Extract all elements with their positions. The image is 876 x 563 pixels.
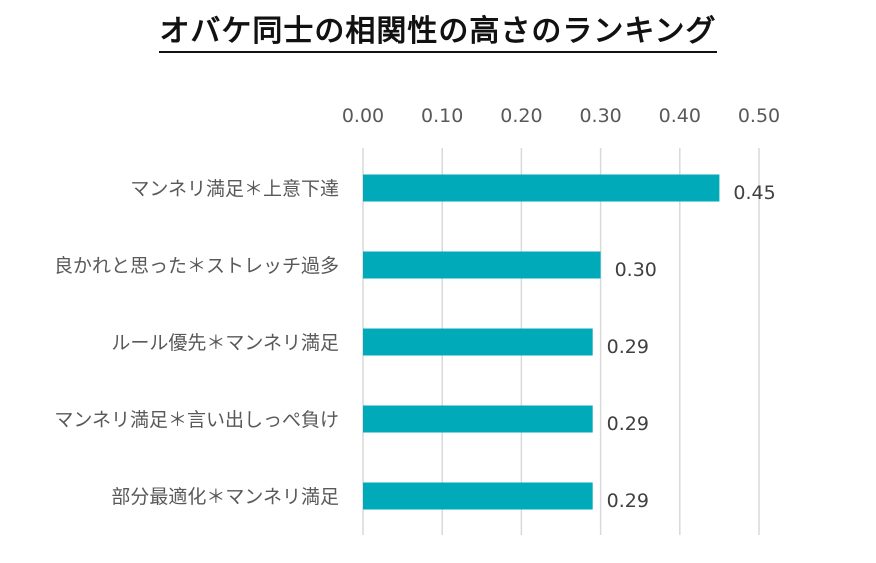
- category-label: マンネリ満足＊言い出しっぺ負け: [54, 409, 339, 431]
- bar: [363, 405, 593, 433]
- x-tick-label: 0.50: [738, 105, 780, 127]
- chart-title-text: オバケ同士の相関性の高さのランキング: [159, 14, 717, 53]
- data-label: 0.30: [615, 259, 657, 281]
- category-label: 良かれと思った＊ストレッチ過多: [54, 255, 339, 277]
- data-label: 0.29: [607, 336, 649, 358]
- x-tick-label: 0.10: [421, 105, 463, 127]
- data-label: 0.45: [733, 182, 775, 204]
- x-tick-label: 0.20: [500, 105, 542, 127]
- category-label: 部分最適化＊マンネリ満足: [111, 486, 339, 508]
- category-label: ルール優先＊マンネリ満足: [111, 332, 339, 354]
- chart-title: オバケ同士の相関性の高さのランキング: [0, 6, 876, 53]
- x-tick-label: 0.00: [342, 105, 384, 127]
- data-label: 0.29: [607, 490, 649, 512]
- category-label: マンネリ満足＊上意下達: [130, 178, 339, 200]
- x-tick-label: 0.40: [659, 105, 701, 127]
- bar: [363, 174, 720, 202]
- bar: [363, 482, 593, 510]
- x-tick-label: 0.30: [579, 105, 621, 127]
- data-label: 0.29: [607, 413, 649, 435]
- bar: [363, 251, 601, 279]
- bar: [363, 328, 593, 356]
